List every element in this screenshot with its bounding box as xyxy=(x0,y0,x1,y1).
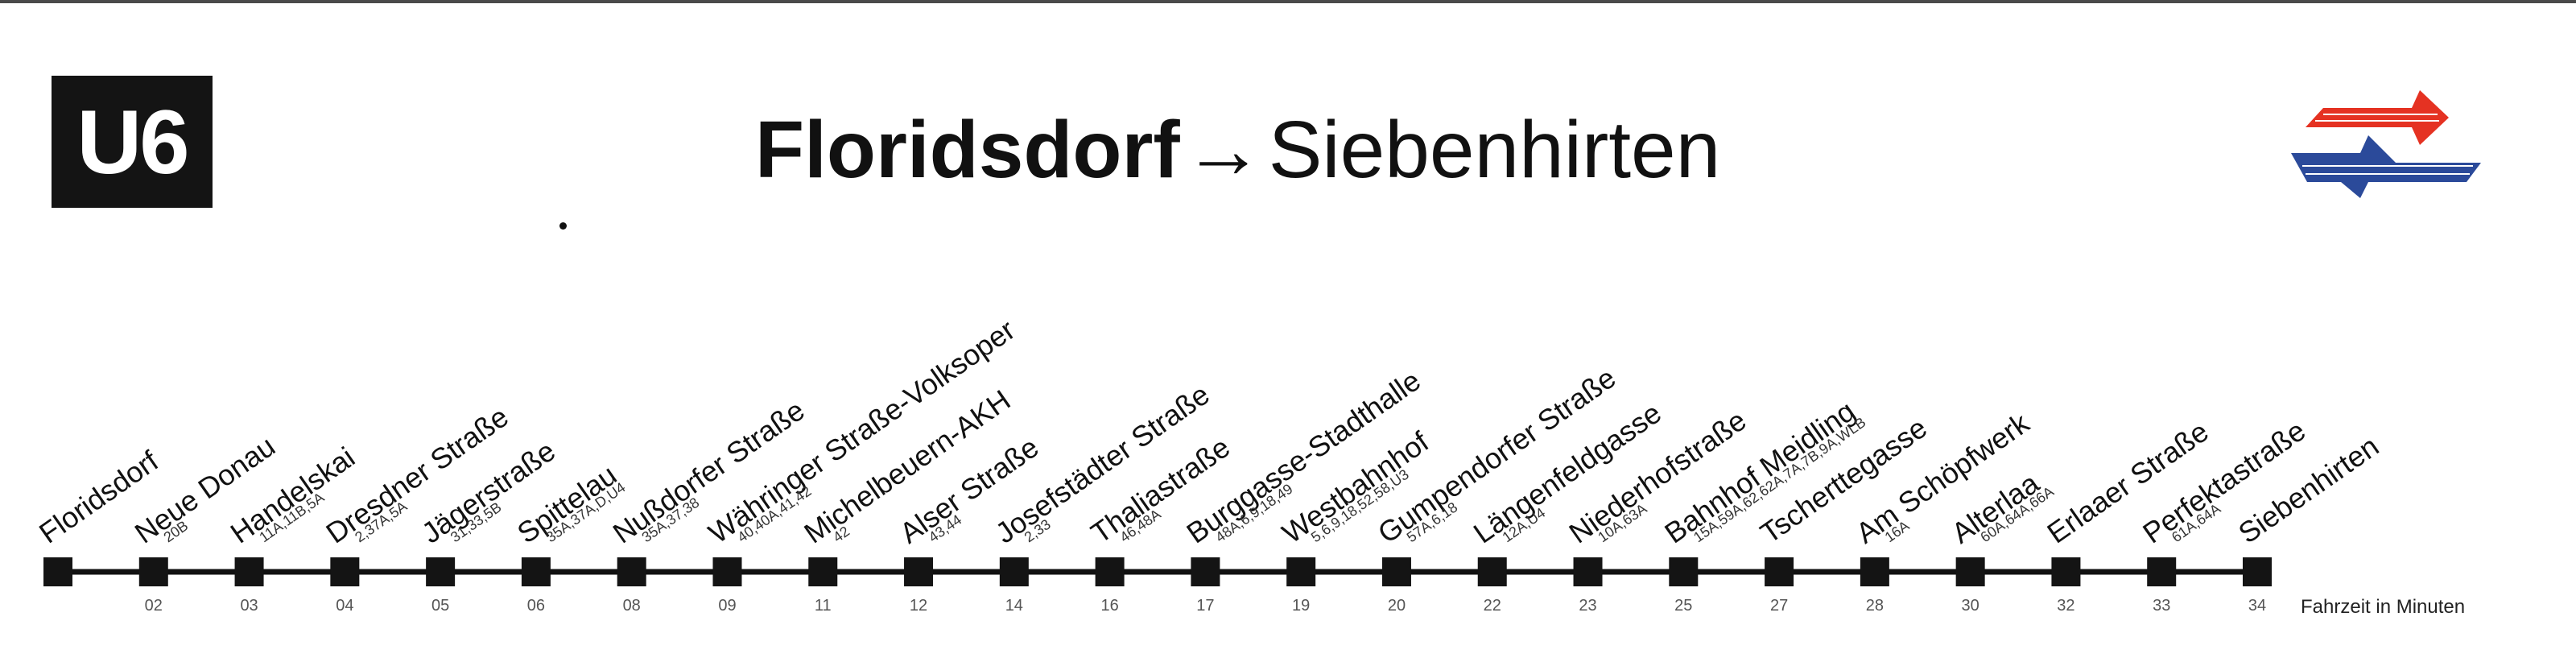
station-marker xyxy=(138,557,168,586)
travel-time-legend: Fahrzeit in Minuten xyxy=(2301,596,2466,618)
station-travel-time: 25 xyxy=(1674,597,1692,615)
station-travel-time: 14 xyxy=(1005,597,1023,615)
station-marker xyxy=(521,557,551,586)
station-marker xyxy=(808,557,838,586)
station-travel-time: 23 xyxy=(1579,597,1596,615)
station-marker xyxy=(2051,557,2081,586)
station-travel-time: 33 xyxy=(2153,597,2170,615)
station-marker xyxy=(904,557,934,586)
station-travel-time: 32 xyxy=(2057,597,2074,615)
station-travel-time: 08 xyxy=(623,597,641,615)
direction-arrow-icon: → xyxy=(1183,105,1264,195)
line-badge: U6 xyxy=(52,76,213,208)
station-marker xyxy=(1286,557,1316,586)
station-marker xyxy=(1477,557,1507,586)
station-marker xyxy=(2147,557,2177,586)
route-destination: Siebenhirten xyxy=(1268,105,1721,195)
station-travel-time: 12 xyxy=(910,597,927,615)
station-marker xyxy=(426,557,456,586)
logo-top-half xyxy=(2306,90,2449,145)
print-speck xyxy=(559,222,567,230)
station-marker xyxy=(999,557,1029,586)
station-travel-time: 05 xyxy=(431,597,449,615)
station-travel-time: 16 xyxy=(1100,597,1118,615)
station-marker xyxy=(2243,557,2272,586)
logo-bottom-half xyxy=(2291,135,2481,198)
station-marker xyxy=(43,557,72,586)
station-marker xyxy=(330,557,360,586)
station-marker xyxy=(1191,557,1220,586)
station-travel-time: 28 xyxy=(1866,597,1884,615)
station-travel-time: 22 xyxy=(1484,597,1501,615)
station-travel-time: 03 xyxy=(240,597,258,615)
station-marker xyxy=(1573,557,1603,586)
station-travel-time: 34 xyxy=(2248,597,2266,615)
station-marker xyxy=(234,557,264,586)
station-travel-time: 17 xyxy=(1196,597,1214,615)
station-marker xyxy=(712,557,742,586)
station-travel-time: 20 xyxy=(1388,597,1406,615)
station-marker xyxy=(1955,557,1985,586)
station-travel-time: 27 xyxy=(1770,597,1788,615)
station-travel-time: 19 xyxy=(1292,597,1310,615)
station-marker xyxy=(1860,557,1889,586)
station-marker xyxy=(1669,557,1699,586)
route-origin: Floridsdorf xyxy=(755,105,1180,195)
top-rule xyxy=(0,0,2576,3)
station-marker xyxy=(1095,557,1125,586)
station-travel-time: 11 xyxy=(815,597,832,615)
wiener-linien-logo-icon xyxy=(2291,90,2481,198)
station-marker xyxy=(1765,557,1794,586)
station-marker xyxy=(617,557,646,586)
station-marker xyxy=(1381,557,1411,586)
station-travel-time: 06 xyxy=(527,597,545,615)
route-title: Floridsdorf→Siebenhirten xyxy=(755,101,1720,198)
station-travel-time: 30 xyxy=(1962,597,1979,615)
station-travel-time: 02 xyxy=(145,597,163,615)
station-travel-time: 04 xyxy=(336,597,353,615)
station-travel-time: 09 xyxy=(718,597,736,615)
station-name: Perfektastraße xyxy=(2136,414,2311,550)
